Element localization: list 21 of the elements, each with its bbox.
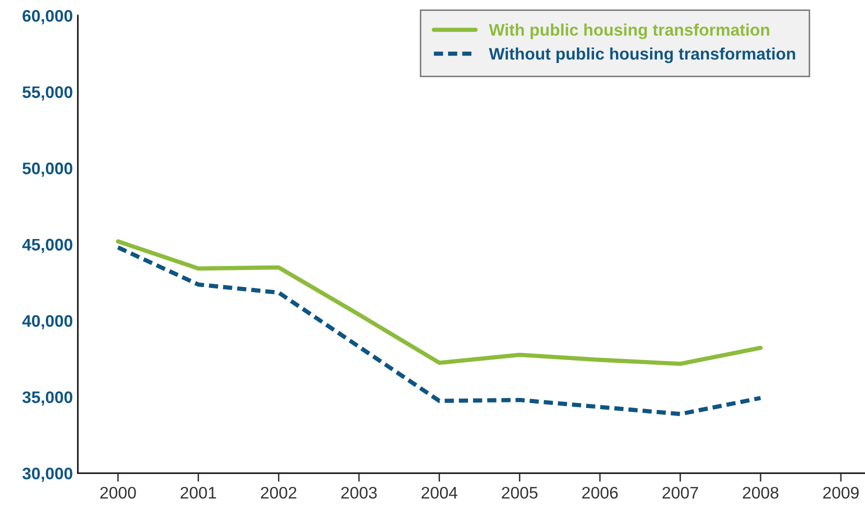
y-tick-label: 30,000 <box>22 468 72 482</box>
y-tick-label: 50,000 <box>22 162 72 177</box>
y-tick-label: 45,000 <box>22 238 72 254</box>
x-tick-label: 2003 <box>341 486 377 499</box>
x-tick-label: 2005 <box>502 486 538 499</box>
x-tick-label: 2008 <box>742 486 778 499</box>
x-tick-label: 2006 <box>582 486 618 499</box>
x-tick-label: 2001 <box>180 486 216 499</box>
y-tick-label: 40,000 <box>22 315 72 330</box>
line-series <box>116 245 763 416</box>
y-tick-label: 55,000 <box>22 86 72 100</box>
x-tick-label: 2007 <box>662 486 698 499</box>
x-tick-label: 2000 <box>100 486 136 499</box>
legend-label: Without public housing transformation <box>488 47 796 64</box>
legend-label: With public housing transformation <box>488 24 770 40</box>
x-tick-label: 2004 <box>422 486 458 499</box>
x-tick-label: 2002 <box>260 486 296 499</box>
y-tick-label: 60,000 <box>22 10 72 24</box>
y-tick-label: 35,000 <box>22 391 72 406</box>
line-series <box>116 239 763 366</box>
x-tick-label: 2009 <box>823 486 859 499</box>
